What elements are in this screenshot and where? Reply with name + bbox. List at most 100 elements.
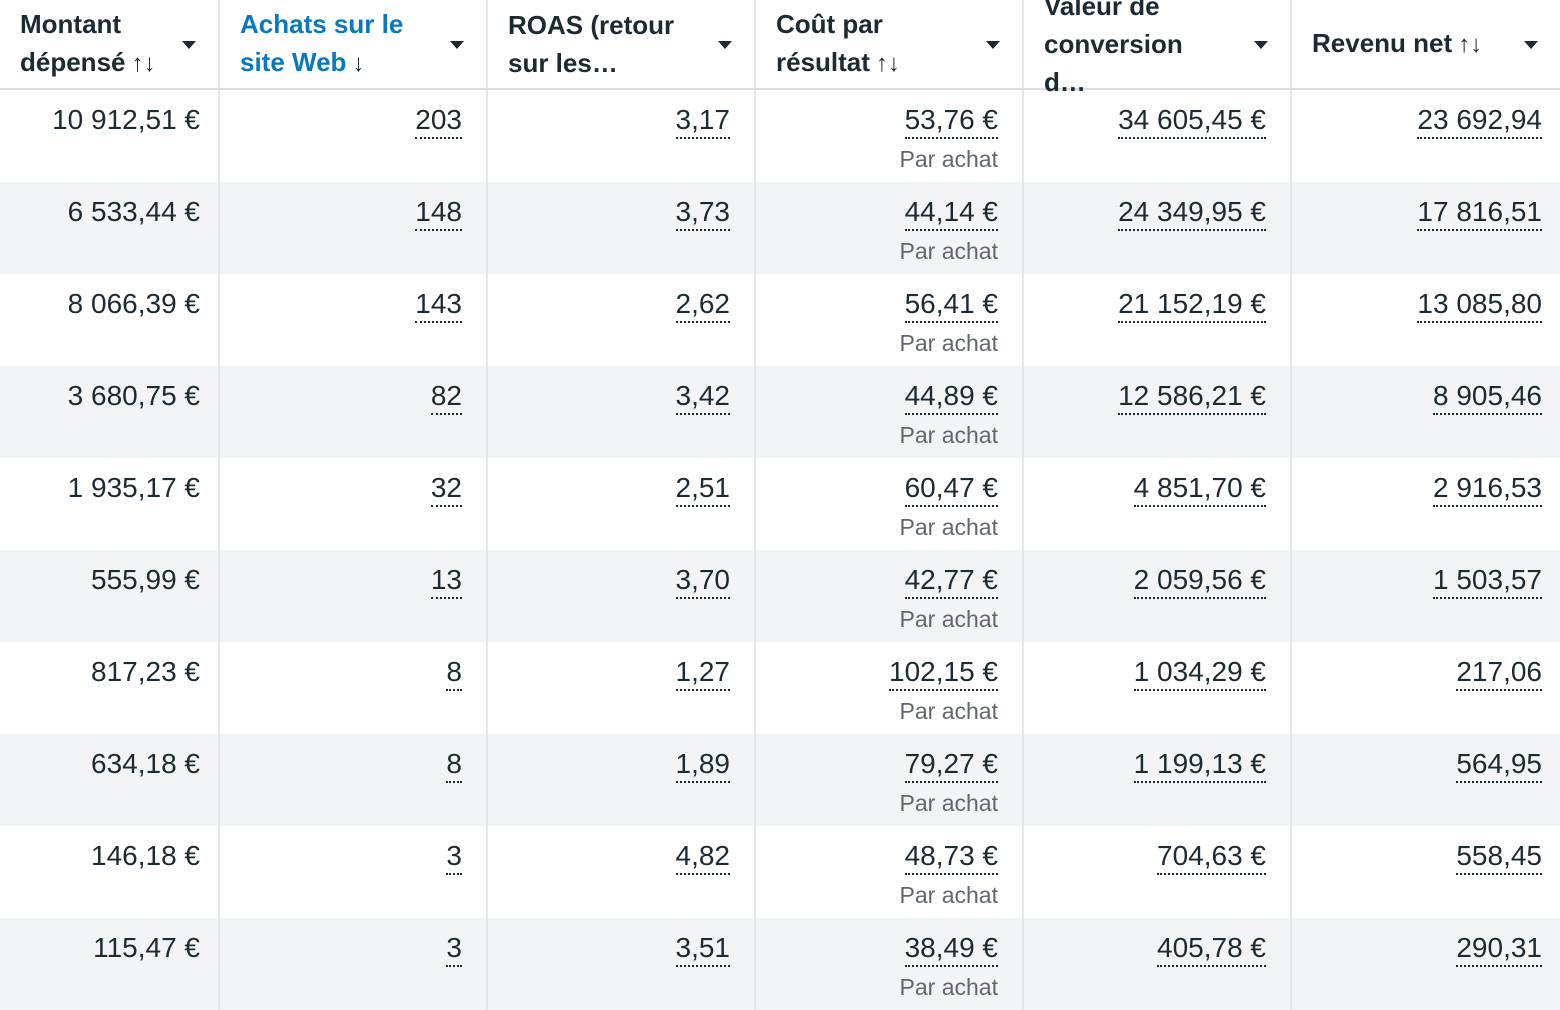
table-row[interactable]: 3 680,75 € 82 3,42 44,89 € Par achat 12 586,2… [0,366,1560,458]
conversion-value[interactable]: 21 152,19 € [1118,288,1266,323]
cost-per-result-value[interactable]: 44,89 € [904,380,998,415]
cell-cost-per-result: 38,49 € Par achat [756,918,1024,1010]
table-row[interactable]: 6 533,44 € 148 3,73 44,14 € Par achat 24 349,… [0,182,1560,274]
net-revenue-value[interactable]: 23 692,94 [1417,104,1542,139]
conversion-value[interactable]: 1 034,29 € [1133,656,1266,691]
chevron-down-icon[interactable] [718,41,732,49]
purchases-value[interactable]: 8 [446,656,462,691]
purchases-value[interactable]: 3 [446,840,462,875]
column-header-amount-spent[interactable]: Montant dépensé ↑↓ [0,0,220,88]
roas-value[interactable]: 3,17 [675,104,730,139]
cell-roas: 3,42 [488,366,756,458]
cost-per-result-value[interactable]: 56,41 € [904,288,998,323]
chevron-down-icon[interactable] [1524,41,1538,49]
net-revenue-value[interactable]: 2 916,53 [1433,472,1542,507]
cell-amount-spent: 146,18 € [0,826,220,918]
roas-value[interactable]: 2,51 [675,472,730,507]
conversion-value[interactable]: 405,78 € [1157,932,1266,967]
column-header-net-revenue[interactable]: Revenu net ↑↓ [1292,0,1560,88]
cell-amount-spent: 555,99 € [0,550,220,642]
cell-roas: 2,51 [488,458,756,550]
roas-value[interactable]: 4,82 [675,840,730,875]
cost-per-result-value[interactable]: 60,47 € [904,472,998,507]
table-row[interactable]: 817,23 € 8 1,27 102,15 € Par achat 1 034,29 €… [0,642,1560,734]
cell-website-purchases: 82 [220,366,488,458]
roas-value[interactable]: 3,70 [675,564,730,599]
roas-value[interactable]: 3,51 [675,932,730,967]
net-revenue-value[interactable]: 290,31 [1456,932,1542,967]
conversion-value[interactable]: 2 059,56 € [1133,564,1266,599]
purchases-value[interactable]: 3 [446,932,462,967]
purchases-value[interactable]: 82 [430,380,462,415]
cell-cost-per-result: 44,89 € Par achat [756,366,1024,458]
column-header-conversion-value[interactable]: Valeur de conversion d… [1024,0,1292,97]
roas-value[interactable]: 1,89 [675,748,730,783]
conversion-value[interactable]: 1 199,13 € [1133,748,1266,783]
roas-value[interactable]: 1,27 [675,656,730,691]
purchases-value[interactable]: 148 [415,196,462,231]
cell-cost-per-result: 56,41 € Par achat [756,274,1024,366]
cost-per-result-value[interactable]: 44,14 € [904,196,998,231]
roas-value[interactable]: 2,62 [675,288,730,323]
chevron-down-icon[interactable] [986,41,1000,49]
purchases-value[interactable]: 203 [415,104,462,139]
cell-website-purchases: 203 [220,90,488,182]
conversion-value[interactable]: 24 349,95 € [1118,196,1266,231]
sort-icon[interactable]: ↑↓ [875,50,900,77]
column-header-roas[interactable]: ROAS (retour sur les… [488,0,756,88]
net-revenue-value[interactable]: 8 905,46 [1433,380,1542,415]
table-row[interactable]: 146,18 € 3 4,82 48,73 € Par achat 704,63 € 558… [0,826,1560,918]
cost-per-result-value[interactable]: 53,76 € [904,104,998,139]
net-revenue-value[interactable]: 13 085,80 [1417,288,1542,323]
cell-net-revenue: 217,06 [1292,642,1560,734]
cost-per-result-value[interactable]: 102,15 € [889,656,998,691]
purchases-value[interactable]: 13 [430,564,462,599]
cell-website-purchases: 3 [220,918,488,1010]
conversion-value[interactable]: 704,63 € [1157,840,1266,875]
table-row[interactable]: 115,47 € 3 3,51 38,49 € Par achat 405,78 € 290… [0,918,1560,1010]
table-row[interactable]: 10 912,51 € 203 3,17 53,76 € Par achat 34 605… [0,90,1560,182]
cell-roas: 3,70 [488,550,756,642]
cost-per-result-value[interactable]: 48,73 € [904,840,998,875]
cell-net-revenue: 23 692,94 [1292,90,1560,182]
cell-amount-spent: 8 066,39 € [0,274,220,366]
column-title: Valeur de [1044,0,1160,21]
net-revenue-value[interactable]: 17 816,51 [1417,196,1542,231]
cost-per-result-value[interactable]: 38,49 € [904,932,998,967]
net-revenue-value[interactable]: 1 503,57 [1433,564,1542,599]
cell-website-purchases: 13 [220,550,488,642]
purchases-value[interactable]: 8 [446,748,462,783]
conversion-value[interactable]: 34 605,45 € [1118,104,1266,139]
column-title: Coût par [776,9,883,39]
cell-conversion-value: 4 851,70 € [1024,458,1292,550]
table-row[interactable]: 1 935,17 € 32 2,51 60,47 € Par achat 4 851,70… [0,458,1560,550]
cost-per-result-value[interactable]: 42,77 € [904,564,998,599]
net-revenue-value[interactable]: 564,95 [1456,748,1542,783]
roas-value[interactable]: 3,73 [675,196,730,231]
table-row[interactable]: 555,99 € 13 3,70 42,77 € Par achat 2 059,56 €… [0,550,1560,642]
cell-net-revenue: 564,95 [1292,734,1560,826]
sort-icon[interactable]: ↑↓ [131,50,156,77]
amount-spent-value: 10 912,51 € [52,104,200,135]
chevron-down-icon[interactable] [1254,41,1268,49]
roas-value[interactable]: 3,42 [675,380,730,415]
column-header-website-purchases[interactable]: Achats sur le site Web ↓ [220,0,488,88]
chevron-down-icon[interactable] [450,41,464,49]
column-header-cost-per-result[interactable]: Coût par résultat ↑↓ [756,0,1024,88]
net-revenue-value[interactable]: 217,06 [1456,656,1542,691]
table-row[interactable]: 634,18 € 8 1,89 79,27 € Par achat 1 199,13 € 5… [0,734,1560,826]
conversion-value[interactable]: 12 586,21 € [1118,380,1266,415]
cell-cost-per-result: 48,73 € Par achat [756,826,1024,918]
sort-desc-icon[interactable]: ↓ [352,50,365,77]
net-revenue-value[interactable]: 558,45 [1456,840,1542,875]
chevron-down-icon[interactable] [182,41,196,49]
cost-per-result-sublabel: Par achat [899,698,998,724]
cost-per-result-value[interactable]: 79,27 € [904,748,998,783]
table-row[interactable]: 8 066,39 € 143 2,62 56,41 € Par achat 21 152,… [0,274,1560,366]
sort-icon[interactable]: ↑↓ [1458,31,1483,58]
purchases-value[interactable]: 143 [415,288,462,323]
conversion-value[interactable]: 4 851,70 € [1133,472,1266,507]
cell-amount-spent: 1 935,17 € [0,458,220,550]
purchases-value[interactable]: 32 [430,472,462,507]
